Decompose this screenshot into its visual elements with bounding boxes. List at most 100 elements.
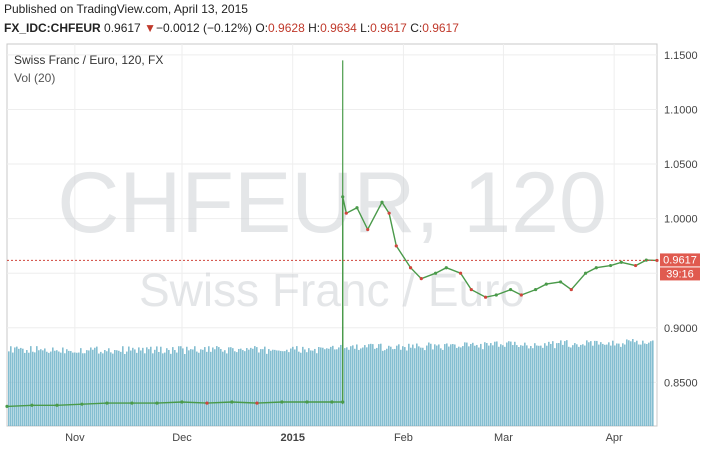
volume-bar [172,347,174,426]
volume-bar [202,349,204,426]
volume-bar [388,345,390,426]
price-point [55,403,59,407]
volume-bar [178,346,180,426]
volume-bar [552,341,554,426]
volume-bar [456,347,458,426]
volume-bar [154,349,156,426]
volume-bar [246,348,248,426]
price-point [5,404,9,408]
price-badge-value: 0.9617 [663,254,697,266]
price-point [608,263,613,268]
volume-bar [522,345,524,426]
volume-bar [270,350,272,426]
x-axis[interactable]: Nov Dec 2015 Feb Mar Apr [65,432,623,444]
volume-bar [16,346,18,426]
volume-bar [66,349,68,426]
volume-bar [538,345,540,426]
volume-bar [10,346,12,426]
x-tick-label: Dec [172,432,192,444]
volume-bar [180,346,182,426]
volume-bar [210,351,212,426]
volume-bar [228,347,230,426]
volume-bar [486,343,488,426]
volume-bar [632,339,634,426]
volume-bar [326,348,328,426]
volume-bar [480,343,482,426]
volume-bar [28,352,30,426]
volume-bar [462,346,464,426]
volume-bar [652,340,654,426]
volume-bar [40,349,42,426]
volume-bar [290,348,292,426]
volume-bar [266,353,268,426]
volume-bar [204,347,206,426]
volume-bar [176,352,178,426]
volume-bar [618,343,620,426]
countdown-value: 39:16 [666,268,694,280]
volume-bar [642,340,644,426]
volume-bar [256,347,258,426]
volume-bar [72,352,74,426]
price-point [30,403,34,407]
volume-bar [574,343,576,426]
volume-bar [62,347,64,426]
volume-bar [382,350,384,426]
volume-bar [332,345,334,426]
volume-bar [242,350,244,426]
price-point [458,271,463,275]
volume-bar [322,347,324,426]
volume-bar [208,346,210,426]
volume-bar [292,346,294,426]
volume-bar [546,345,548,426]
volume-bar [424,350,426,426]
volume-bar [598,344,600,426]
volume-bar [324,349,326,426]
volume-bar [366,347,368,426]
volume-bar [302,346,304,426]
volume-bar [274,349,276,426]
volume-bar [368,344,370,426]
volume-bar [394,348,396,426]
price-point [508,287,513,292]
price-point [205,401,209,405]
volume-bar [212,347,214,426]
volume-bar [512,345,514,426]
volume-bar [622,343,624,426]
volume-bar [50,351,52,426]
volume-bar [548,341,550,426]
volume-bar [650,341,652,426]
volume-bar [420,347,422,426]
volume-bar [530,345,532,426]
volume-bar [152,353,154,426]
volume-bar [106,351,108,426]
volume-bar [162,353,164,426]
volume-bar [514,341,516,426]
volume-bar [32,351,34,426]
volume-bar [564,341,566,426]
volume-bar [36,346,38,426]
volume-bar [392,349,394,426]
volume-bar [476,344,478,426]
volume-bar [484,342,486,426]
volume-bar [418,346,420,426]
volume-bar [464,342,466,426]
volume-bar [44,348,46,426]
volume-bar [616,343,618,426]
volume-bar [506,342,508,426]
volume-bar [320,347,322,426]
volume-bar [648,342,650,426]
symbol[interactable]: FX_IDC:CHFEUR [4,21,101,35]
volume-bar [510,341,512,426]
y-axis[interactable]: 1.15001.10001.05001.00000.95000.90000.85… [664,50,698,389]
price-point [394,244,398,248]
price-point [633,263,638,268]
price-point [280,400,284,404]
volume-bar [540,345,542,426]
volume-bar [34,352,36,426]
volume-bar [188,350,190,426]
price-point [444,266,448,270]
price-point [519,293,523,297]
close-value: 0.9617 [422,21,459,35]
volume-bar [120,351,122,426]
